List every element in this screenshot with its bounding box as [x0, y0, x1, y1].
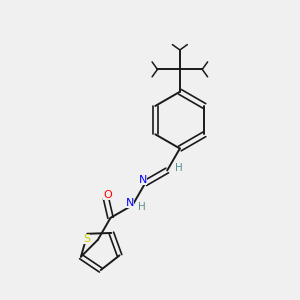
Text: S: S: [83, 234, 91, 244]
Text: O: O: [103, 190, 112, 200]
Text: N: N: [126, 198, 134, 208]
Text: H: H: [175, 163, 182, 172]
Text: H: H: [139, 202, 146, 212]
Text: N: N: [139, 175, 147, 185]
